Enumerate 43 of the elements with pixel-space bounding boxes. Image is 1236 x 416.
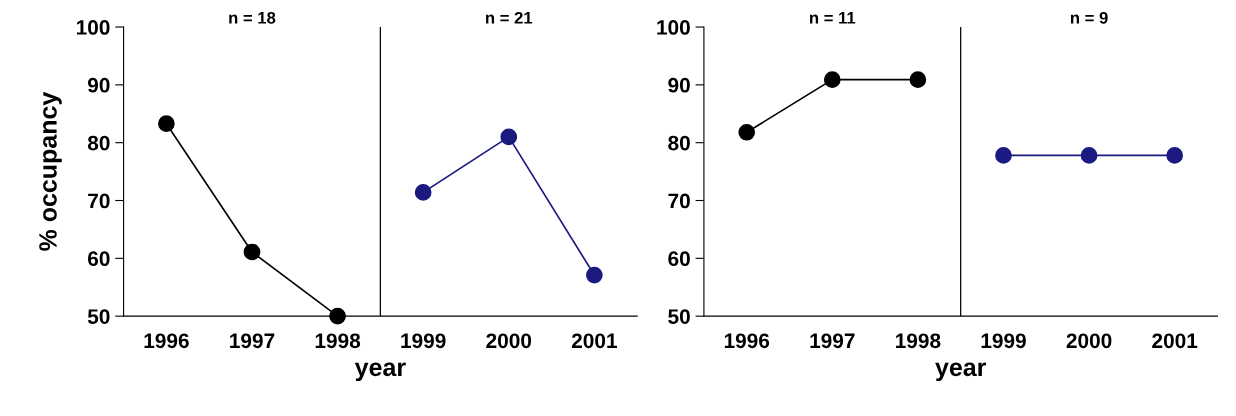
x-tick-label: 1997 — [810, 333, 855, 349]
text: n = 21 — [486, 11, 533, 24]
y-tick-label: 70 — [668, 193, 690, 209]
point — [243, 243, 261, 261]
x-tick-label: 2000 — [1066, 333, 1112, 349]
x-tick-label: 2001 — [1152, 333, 1198, 349]
x-tick-label: 1996 — [144, 333, 189, 349]
y-tick-label: 50 — [87, 309, 110, 324]
y-tick-label: 60 — [668, 251, 690, 267]
point — [823, 71, 841, 88]
x-tick-label: 1997 — [230, 333, 275, 349]
point — [1080, 147, 1098, 164]
point — [158, 115, 175, 132]
x-tick-label: 1996 — [724, 333, 770, 349]
point — [586, 266, 603, 284]
point — [738, 123, 756, 141]
point — [500, 128, 518, 146]
text: n = 11 — [810, 12, 856, 24]
point — [414, 184, 432, 201]
point — [1166, 147, 1183, 164]
x-tick-label: 2001 — [571, 333, 617, 349]
y-tick-label: 100 — [657, 20, 690, 35]
x-tick-label: 1998 — [896, 333, 941, 349]
x-tick-label: 1999 — [401, 333, 446, 349]
text: n = 18 — [229, 11, 276, 24]
x-axis-title: year — [935, 362, 987, 382]
x-tick-label: 2000 — [486, 333, 532, 349]
y-axis-title: % occupancy — [39, 91, 62, 251]
text: n = 9 — [1070, 11, 1108, 24]
y-tick-label: 60 — [88, 251, 110, 267]
y-tick-label: 70 — [88, 193, 110, 209]
point — [909, 71, 927, 88]
x-tick-label: 1998 — [315, 333, 361, 349]
y-tick-label: 50 — [668, 309, 690, 324]
point — [995, 147, 1012, 164]
y-tick-label: 80 — [87, 135, 110, 151]
y-tick-label: 90 — [87, 77, 110, 93]
point — [329, 307, 346, 325]
x-axis-title: year — [354, 362, 406, 382]
y-tick-label: 90 — [668, 77, 690, 93]
y-tick-label: 100 — [76, 20, 110, 35]
x-tick-label: 1999 — [981, 333, 1026, 349]
y-tick-label: 80 — [668, 135, 690, 151]
